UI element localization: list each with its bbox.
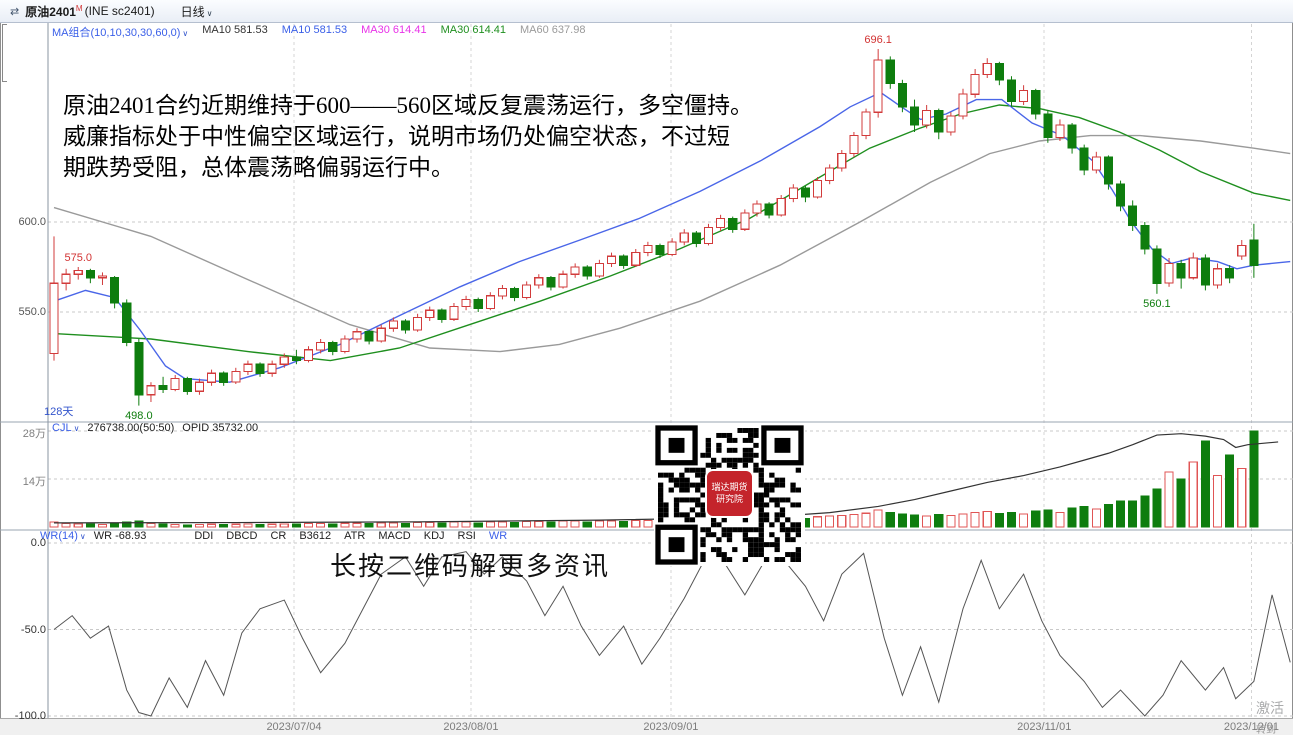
wr-indicator-label: WR(14) (40, 530, 78, 542)
indicator-tab-wr[interactable]: WR (488, 530, 508, 542)
swing-price-label: 560.1 (1143, 297, 1171, 310)
indicator-tab-rsi[interactable]: RSI (457, 530, 476, 542)
ma-combo-label: MA组合(10,10,30,30,60,0) (52, 27, 181, 39)
left-bracket-decoration (2, 24, 7, 82)
volume-indicator-dropdown[interactable]: CJL ∨ (52, 422, 79, 434)
price-axis-tick: 600.0 (18, 216, 46, 228)
title-bar: ⇄ 原油2401M (INE sc2401) 日线 ∨ (0, 0, 1293, 23)
swing-price-label: 696.1 (864, 34, 892, 47)
volume-value: 276738.00(50:50) (87, 422, 175, 434)
date-axis-tick: 2023/11/01 (1017, 721, 1072, 733)
watermark-text-1: 激活 (1256, 700, 1284, 716)
contract-title: 原油2401M (25, 3, 84, 20)
chevron-down-icon: ∨ (182, 29, 189, 38)
date-axis-tick: 2023/12/01 (1223, 721, 1279, 733)
wr-axis-tick: -50.0 (20, 623, 46, 636)
indicator-tab-b3612[interactable]: B3612 (299, 530, 332, 542)
ma-values: MA10 581.53 MA10 581.53 MA30 614.41 MA30 61… (202, 24, 585, 40)
period-label: 日线 (180, 4, 205, 19)
ma-legend-item-1: MA10 581.53 (281, 24, 348, 36)
swing-price-label: 575.0 (64, 252, 92, 264)
volume-axis-tick: 14万 (22, 475, 46, 488)
chevron-down-icon: ∨ (73, 424, 80, 433)
chevron-down-icon: ∨ (79, 532, 86, 541)
qr-logo-text: 瑞达期货 (711, 481, 747, 492)
compare-charts-icon[interactable]: ⇄ (10, 5, 20, 18)
annotation-line-2: 威廉指标处于中性偏空区域运行，说明市场仍处偏空状态，不过短 (63, 124, 730, 149)
ma-legend-item-4: MA60 637.98 (520, 24, 586, 36)
price-axis-tick: 550.0 (18, 306, 46, 318)
date-axis: 2023/07/04 2023/08/01 2023/09/01 2023/11/01… (0, 718, 1293, 735)
indicator-tab-atr[interactable]: ATR (344, 530, 366, 542)
chevron-down-icon: ∨ (206, 8, 213, 18)
volume-pane-header: CJL ∨ 276738.00(50:50) OPID 35732.00 (52, 422, 258, 434)
main-contract-flag: M (75, 3, 83, 13)
ma-combo-dropdown[interactable]: MA组合(10,10,30,30,60,0) ∨ (52, 24, 188, 40)
qr-caption: 长按二维码解更多资讯 (330, 552, 611, 581)
indicator-tab-cr[interactable]: CR (270, 530, 287, 542)
wr-axis-tick: -100.0 (14, 710, 46, 722)
indicator-tab-dbcd[interactable]: DBCD (226, 530, 258, 542)
date-axis-tick: 2023/07/04 (266, 721, 322, 733)
indicator-tab-macd[interactable]: MACD (378, 530, 411, 542)
volume-indicator-label: CJL (52, 422, 72, 434)
ma-legend-item-0: MA10 581.53 (202, 24, 268, 36)
indicator-tab-bar: DDI DBCD CR B3612 ATR MACD KDJ RSI WR (194, 530, 507, 542)
annotation-line-1: 原油2401合约近期维持于600——560区域反复震荡运行，多空僵持。 (63, 93, 753, 118)
analysis-annotation: 原油2401合约近期维持于600——560区域反复震荡运行，多空僵持。 威廉指标… (63, 90, 783, 183)
date-axis-tick: 2023/09/01 (643, 721, 699, 733)
wr-axis-tick: 0.0 (30, 537, 46, 549)
watermark-text-2: 转到 (1256, 725, 1276, 736)
indicator-tab-kdj[interactable]: KDJ (423, 530, 445, 542)
indicator-tab-ddi[interactable]: DDI (194, 530, 214, 542)
wr-value: WR -68.93 (93, 530, 147, 542)
visible-days-label: 128天 (44, 406, 74, 418)
qr-logo-text: 研究院 (716, 493, 743, 504)
ma-legend-row: MA组合(10,10,30,30,60,0) ∨ MA10 581.53 MA10 … (52, 24, 585, 40)
ma-legend-item-3: MA30 614.41 (440, 24, 507, 36)
contract-symbol: 原油2401 (25, 4, 76, 19)
wr-indicator-dropdown[interactable]: WR(14) ∨ (40, 530, 86, 542)
swing-price-label: 498.0 (125, 409, 153, 422)
volume-axis-tick: 28万 (22, 427, 46, 440)
annotation-line-3: 期跌势受阻，总体震荡略偏弱运行中。 (63, 155, 454, 180)
date-axis-tick: 2023/08/01 (443, 721, 499, 733)
period-selector[interactable]: 日线 ∨ (181, 3, 213, 20)
ma-legend-item-2: MA30 614.41 (361, 24, 427, 36)
open-interest-value: OPID 35732.00 (182, 422, 259, 434)
contract-exchange-code: (INE sc2401) (84, 4, 155, 18)
wr-pane-header: WR(14) ∨ WR -68.93 DDI DBCD CR B3612 ATR MACD K… (40, 530, 507, 542)
qr-logo (705, 469, 754, 518)
